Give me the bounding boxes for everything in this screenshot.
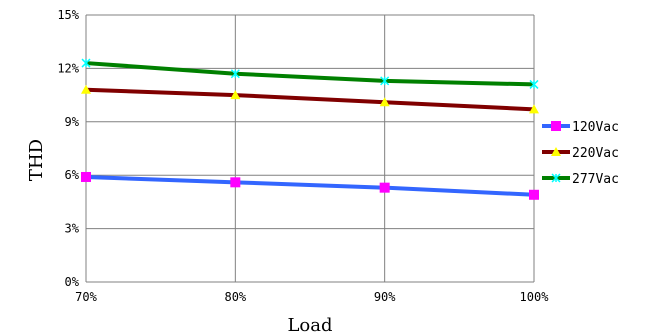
data-point (380, 76, 390, 86)
series-277Vac (81, 58, 539, 89)
legend-label: 277Vac (572, 172, 619, 187)
data-point (529, 189, 539, 200)
data-point (230, 90, 241, 100)
x-tick-label: 100% (520, 290, 550, 304)
y-tick-label: 15% (57, 8, 79, 22)
x-tick-labels: 70% 80% 90% 100% (75, 290, 549, 304)
legend-marker (551, 121, 561, 131)
data-point (81, 84, 91, 94)
grid-lines (85, 14, 535, 283)
y-tick-label: 9% (65, 115, 80, 129)
data-point (81, 58, 91, 68)
data-point (230, 69, 240, 79)
legend-marker (551, 173, 561, 183)
series-120Vac (81, 171, 539, 200)
y-tick-label: 12% (57, 61, 79, 75)
data-point (529, 104, 539, 114)
data-point (379, 97, 390, 107)
series-line (85, 61, 535, 87)
data-point (81, 171, 91, 182)
legend-entry: 120Vac (542, 120, 619, 135)
data-point (230, 177, 241, 188)
y-axis-title: THD (26, 139, 47, 181)
legend-entry: 277Vac (542, 172, 619, 187)
series-line (85, 87, 535, 112)
legend-label: 120Vac (572, 120, 619, 135)
series-layer (81, 58, 539, 200)
y-tick-labels: 0% 3% 6% 9% 12% 15% (57, 8, 79, 289)
series-line (85, 174, 535, 197)
x-tick-label: 90% (374, 290, 396, 304)
legend: 120Vac 220Vac 277Vac (542, 120, 619, 187)
legend-marker (551, 147, 561, 156)
data-point (379, 182, 390, 193)
x-axis-title: Load (287, 315, 332, 335)
x-tick-label: 80% (224, 290, 246, 304)
y-tick-label: 6% (65, 168, 80, 182)
series-220Vac (81, 84, 539, 114)
data-point (529, 79, 539, 89)
legend-label: 220Vac (572, 146, 619, 161)
y-tick-label: 3% (65, 222, 80, 236)
x-tick-label: 70% (75, 290, 97, 304)
legend-entry: 220Vac (542, 146, 619, 161)
y-tick-label: 0% (65, 275, 80, 289)
